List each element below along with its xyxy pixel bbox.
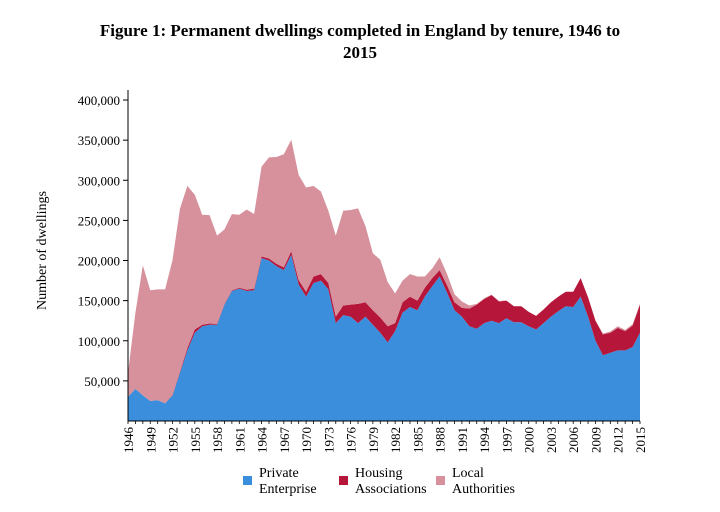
area-series-housing-associations <box>128 251 640 404</box>
x-tick-label: 2003 <box>544 427 559 453</box>
y-tick-label: 200,000 <box>78 254 120 269</box>
chart-title-line-1: Figure 1: Permanent dwellings completed … <box>99 21 621 40</box>
legend-swatch-local-authorities <box>436 476 445 485</box>
legend-label-housing-line1: Housing <box>355 466 403 481</box>
x-tick-label: 2009 <box>588 427 603 453</box>
y-tick-label: 250,000 <box>78 213 120 228</box>
area-series-local-authorities <box>128 139 640 404</box>
x-tick-label: 2015 <box>633 427 648 453</box>
y-tick-label: 350,000 <box>78 133 120 148</box>
x-tick-label: 1988 <box>433 427 448 453</box>
x-tick-label: 1964 <box>255 427 270 454</box>
x-tick-label: 1997 <box>499 427 514 454</box>
legend-label-private-line1: Private <box>259 466 299 481</box>
legend-label-local-line2: Authorities <box>452 482 515 497</box>
legend-label-local-authorities: Local Authorities <box>452 466 515 498</box>
area-series-private-enterprise <box>128 254 640 421</box>
y-axis: 50,000 100,000 150,000 200,000 250,000 300,00… <box>78 90 129 421</box>
x-tick-label: 1994 <box>477 427 492 454</box>
chart-title: Figure 1: Permanent dwellings completed … <box>20 20 700 64</box>
x-tick-label: 1982 <box>388 427 403 453</box>
x-tick-label: 2012 <box>611 427 626 453</box>
legend-swatch-private-enterprise <box>243 476 252 485</box>
y-tick-label: 300,000 <box>78 173 120 188</box>
x-tick-label: 1991 <box>455 427 470 453</box>
x-tick-label: 1976 <box>344 427 359 454</box>
x-tick-label: 1961 <box>232 427 247 453</box>
y-tick-label: 150,000 <box>78 294 120 309</box>
y-tick-label: 50,000 <box>84 374 120 389</box>
x-tick-label: 1967 <box>277 427 292 454</box>
y-axis-title: Number of dwellings <box>35 191 50 310</box>
legend-label-housing-line2: Associations <box>355 482 427 497</box>
y-tick-label: 100,000 <box>78 334 120 349</box>
x-tick-label: 1946 <box>121 427 136 454</box>
x-tick-label: 2006 <box>566 427 581 454</box>
x-tick-label: 1949 <box>143 427 158 453</box>
x-tick-label: 1952 <box>166 427 181 453</box>
legend-label-local-line1: Local <box>452 466 484 481</box>
x-tick-label: 1955 <box>188 427 203 453</box>
legend: Private Enterprise Housing Associations … <box>243 466 573 506</box>
x-tick-label: 1970 <box>299 427 314 453</box>
x-tick-label: 1958 <box>210 427 225 453</box>
legend-label-private-enterprise: Private Enterprise <box>259 466 317 498</box>
area-series-group <box>128 139 640 421</box>
x-tick-label: 1979 <box>366 427 381 453</box>
x-tick-label: 2000 <box>522 427 537 453</box>
legend-swatch-housing-associations <box>339 476 348 485</box>
legend-label-private-line2: Enterprise <box>259 482 317 497</box>
x-axis: 1946 1949 1952 1955 1958 1961 1964 1967 1970 1973… <box>121 420 648 454</box>
x-tick-label: 1973 <box>321 427 336 453</box>
y-tick-label: 400,000 <box>78 93 120 108</box>
legend-label-housing-associations: Housing Associations <box>355 466 427 498</box>
x-tick-label: 1985 <box>410 427 425 453</box>
chart-title-line-2: 2015 <box>343 43 377 62</box>
